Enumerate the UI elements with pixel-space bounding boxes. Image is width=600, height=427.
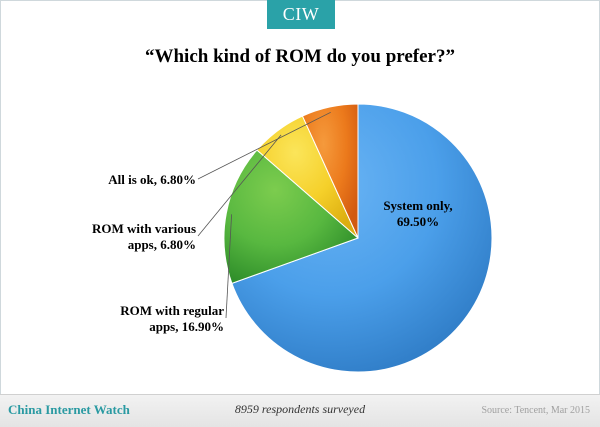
leader-line-3 [197,134,282,237]
slice-label-4: All is ok, 6.80% [108,172,196,187]
leader-line-4 [197,111,331,180]
respondents-note: 8959 respondents surveyed [234,402,366,416]
footer-bar [0,394,600,427]
brand-tab: CIW [267,0,335,29]
slice-label-1: System only, 69.50% [383,198,452,229]
footer-brand: China Internet Watch [8,402,130,417]
slice-label-3: ROM with various apps, 6.80% [92,221,196,252]
slice-label-2: ROM with regular apps, 16.90% [120,303,224,334]
chart-title: “Which kind of ROM do you prefer?” [144,46,455,67]
pie-slice-1 [231,103,493,373]
leader-line-2 [225,214,232,319]
pie-slice-4 [301,103,359,239]
source-note: Source: Tencent, Mar 2015 [481,405,590,416]
